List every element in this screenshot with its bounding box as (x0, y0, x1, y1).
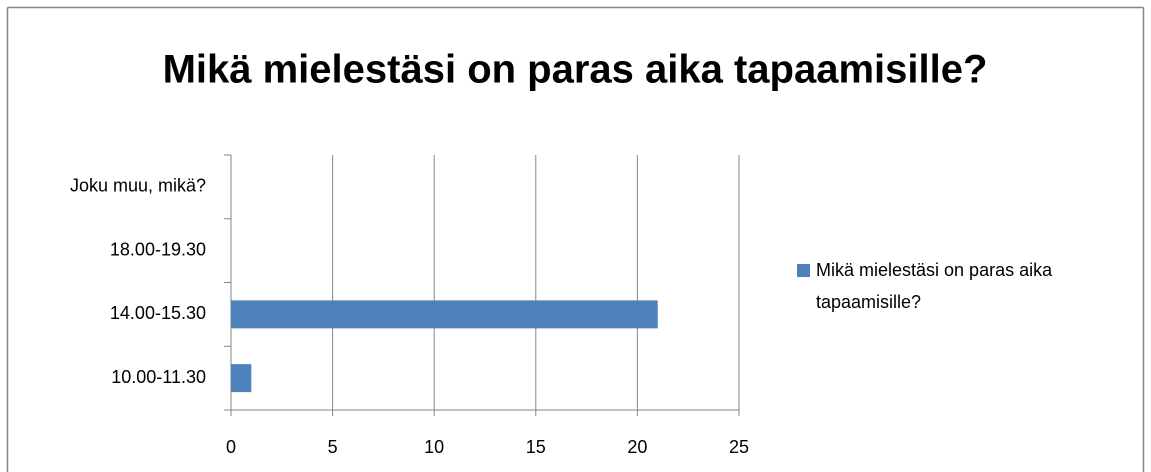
bar (231, 364, 252, 393)
y-tick-label: 18.00-19.30 (110, 239, 206, 259)
bar (231, 300, 658, 329)
x-tick-label: 10 (424, 437, 444, 457)
y-tick-label: 10.00-11.30 (111, 367, 206, 387)
legend-label: Mikä mielestäsi on paras aika tapaamisil… (816, 260, 1053, 312)
y-tick-label: 14.00-15.30 (110, 303, 206, 323)
y-tick-label: Joku muu, mikä? (70, 176, 206, 196)
legend-swatch (797, 264, 810, 277)
x-tick-label: 25 (729, 437, 749, 457)
x-tick-label: 20 (627, 437, 647, 457)
legend: Mikä mielestäsi on paras aika tapaamisil… (797, 254, 1151, 318)
x-tick-label: 0 (226, 437, 236, 457)
chart-title: Mikä mielestäsi on paras aika tapaamisil… (163, 48, 988, 92)
x-tick-label: 5 (328, 437, 338, 457)
x-tick-label: 15 (526, 437, 546, 457)
